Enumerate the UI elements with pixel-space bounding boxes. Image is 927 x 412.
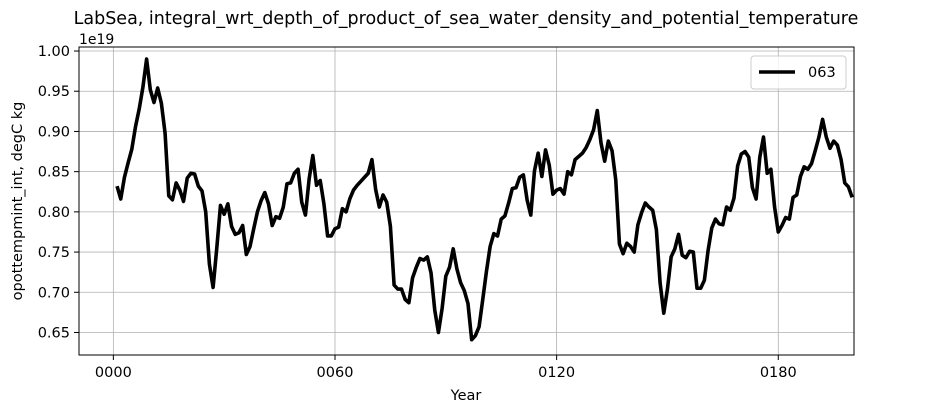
y-tick-label: 1.00 [38, 44, 70, 60]
x-tick-label: 0180 [760, 365, 797, 381]
legend-label-063: 063 [808, 65, 836, 81]
series-line-063 [115, 57, 854, 342]
y-offset-text: 1e19 [79, 32, 114, 48]
y-tick-label: 0.85 [38, 165, 70, 181]
x-tick-label: 0120 [538, 365, 575, 381]
y-axis-label: opottempmint_int, degC kg [10, 102, 26, 301]
legend: 063 [750, 55, 847, 90]
chart-title: LabSea, integral_wrt_depth_of_product_of… [74, 9, 859, 29]
y-tick-label: 0.75 [38, 245, 70, 261]
plot-area [79, 47, 854, 355]
legend-box [750, 55, 847, 90]
plot-frame [78, 46, 855, 356]
x-axis-label: Year [450, 388, 482, 404]
grid [79, 47, 854, 355]
y-tick-label: 0.70 [38, 285, 70, 301]
y-tick-labels: 0.65 0.70 0.75 0.80 0.85 0.90 0.95 1.00 [38, 44, 70, 341]
x-tick-labels: 0000 0060 0120 0180 [95, 365, 797, 381]
y-tick-label: 0.80 [38, 205, 70, 221]
y-tick-label: 0.90 [38, 124, 70, 140]
x-tick-label: 0060 [317, 365, 354, 381]
y-tick-label: 0.65 [38, 325, 70, 341]
x-tick-label: 0000 [95, 365, 132, 381]
axis-ticks [74, 50, 779, 360]
y-tick-label: 0.95 [38, 84, 70, 100]
